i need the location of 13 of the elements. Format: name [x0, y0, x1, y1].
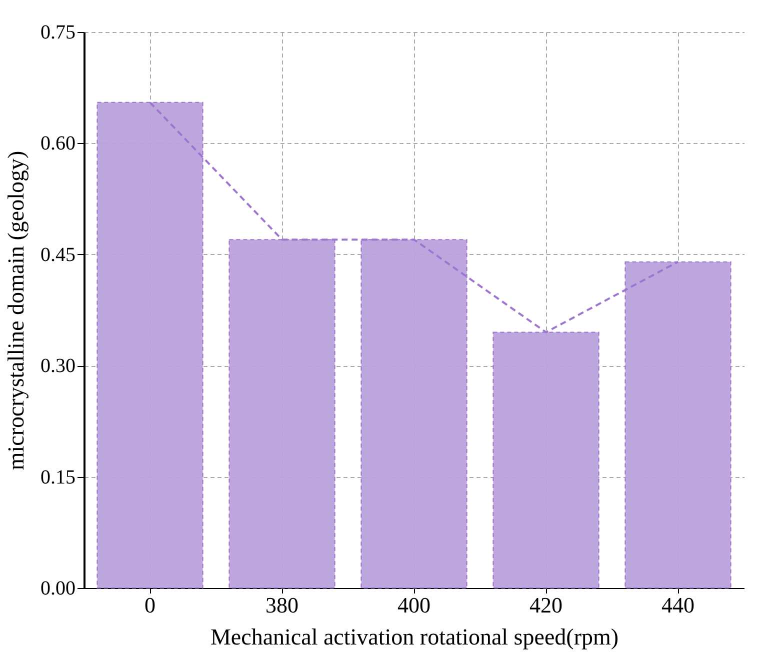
y-tick-label: 0.30 [40, 355, 76, 378]
y-tick-label: 0.75 [40, 22, 76, 44]
y-axis-title: microcrystalline domain (geology) [4, 150, 28, 470]
y-tick-label: 0.00 [40, 578, 76, 600]
x-axis-title: Mechanical activation rotational speed(rpm) [210, 624, 619, 650]
y-tick-label: 0.45 [40, 244, 76, 266]
x-tick-label: 420 [530, 592, 562, 618]
x-tick-label: 0 [144, 592, 156, 618]
x-tick-label: 440 [662, 592, 694, 618]
x-tick-label: 400 [398, 592, 430, 618]
y-tick-label: 0.15 [40, 466, 76, 488]
y-tick-label: 0.60 [40, 132, 76, 155]
x-tick-label: 380 [266, 592, 298, 618]
